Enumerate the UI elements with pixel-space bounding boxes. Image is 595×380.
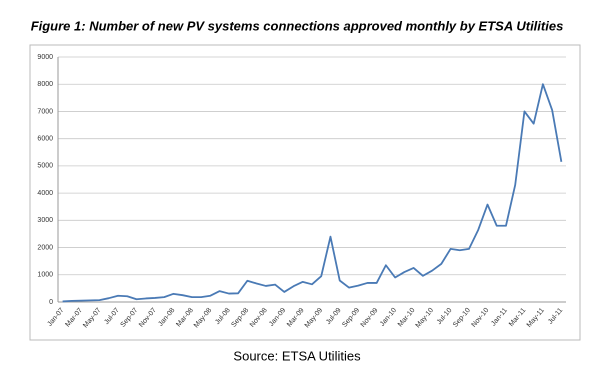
x-tick-label: Sep-10 bbox=[452, 307, 472, 329]
y-tick-label: 2000 bbox=[37, 244, 53, 251]
x-tick-label: Nov-09 bbox=[360, 307, 380, 329]
x-tick-label: Nov-10 bbox=[471, 307, 491, 329]
x-tick-label: Jul-11 bbox=[547, 307, 564, 326]
y-tick-label: 5000 bbox=[37, 163, 53, 170]
chart-frame bbox=[29, 44, 581, 341]
x-tick-label: May-08 bbox=[193, 307, 213, 329]
x-tick-label: May-07 bbox=[82, 307, 102, 329]
x-tick-label: Jul-07 bbox=[103, 307, 121, 326]
x-tick-label: May-09 bbox=[304, 307, 324, 329]
x-tick-label: Jan-07 bbox=[46, 307, 65, 328]
chart-title: Figure 1: Number of new PV systems conne… bbox=[31, 18, 564, 33]
y-tick-label: 6000 bbox=[37, 136, 53, 143]
x-tick-label: Nov-08 bbox=[249, 307, 269, 329]
y-tick-label: 9000 bbox=[37, 54, 53, 61]
x-tick-label: May-11 bbox=[526, 307, 546, 329]
x-tick-label: Sep-09 bbox=[341, 307, 361, 329]
x-tick-label: Nov-07 bbox=[138, 307, 158, 329]
x-tick-label: Jan-11 bbox=[490, 307, 509, 328]
x-tick-label: Mar-11 bbox=[508, 307, 527, 328]
x-tick-label: Sep-07 bbox=[120, 307, 140, 329]
source-note: Source: ETSA Utilities bbox=[233, 348, 361, 363]
y-tick-label: 3000 bbox=[37, 217, 53, 224]
x-tick-label: Jan-09 bbox=[268, 307, 287, 328]
y-tick-label: 8000 bbox=[37, 81, 53, 88]
x-tick-label: Jan-10 bbox=[379, 307, 398, 328]
x-tick-label: May-10 bbox=[415, 307, 435, 329]
x-tick-label: Jan-08 bbox=[157, 307, 176, 328]
x-tick-label: Sep-08 bbox=[230, 307, 250, 329]
y-tick-label: 1000 bbox=[37, 272, 53, 279]
data-line bbox=[62, 83, 563, 303]
y-tick-label: 7000 bbox=[37, 108, 53, 115]
x-tick-label: Jul-09 bbox=[325, 307, 343, 326]
x-tick-label: Jul-10 bbox=[436, 307, 454, 326]
y-tick-label: 4000 bbox=[37, 190, 53, 197]
x-tick-label: Jul-08 bbox=[214, 307, 232, 326]
y-tick-label: 0 bbox=[49, 299, 53, 306]
